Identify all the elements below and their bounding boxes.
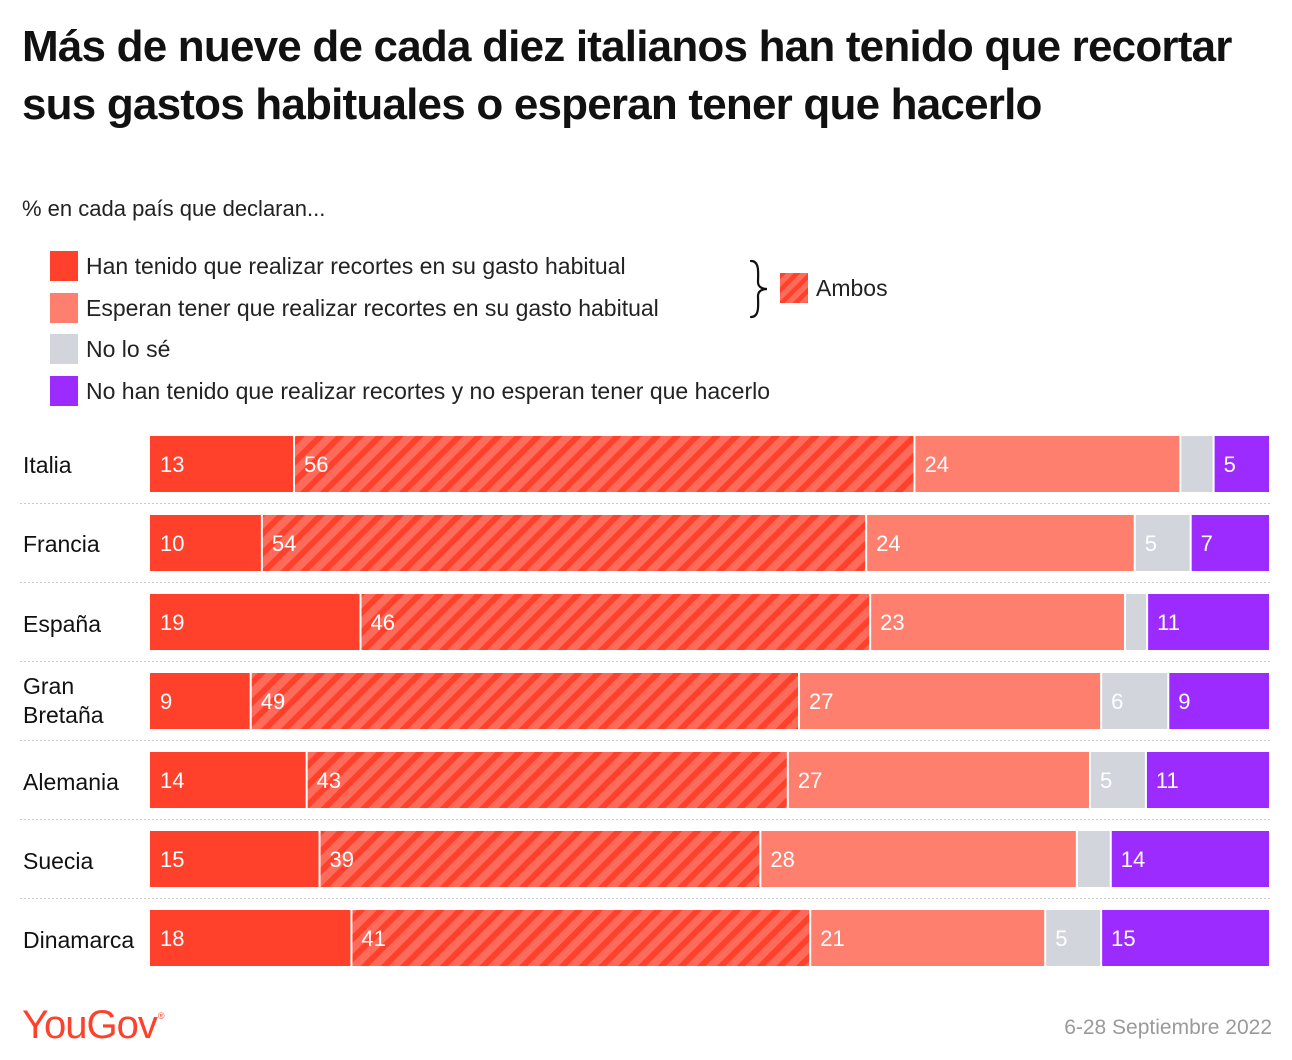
yougov-logo: YouGov®: [22, 1003, 164, 1047]
country-label-suecia: Suecia: [23, 848, 94, 874]
bar-espana-no-han: [1147, 594, 1269, 650]
bar-label-suecia-no-han: 14: [1121, 847, 1145, 872]
bar-italia-no-han: [1213, 436, 1269, 492]
bar-gran-bretana-han-tenido: [150, 673, 251, 729]
bar-dinamarca-han-tenido: [150, 910, 352, 966]
bar-label-francia-ambos: 54: [272, 531, 296, 556]
bar-suecia-esperan: [760, 831, 1077, 887]
bar-gran-bretana-esperan: [799, 673, 1102, 729]
bar-label-gran-bretana-no-lo-se: 6: [1111, 689, 1123, 714]
bar-alemania-no-han: [1145, 752, 1269, 808]
country-label-espana: España: [23, 611, 102, 637]
bar-label-espana-han-tenido: 19: [160, 610, 184, 635]
legend-swatch-no-lo-se: [50, 334, 78, 364]
bar-label-dinamarca-no-lo-se: 5: [1055, 926, 1067, 951]
bar-francia-esperan: [866, 515, 1135, 571]
bar-gran-bretana-no-han: [1168, 673, 1269, 729]
legend-item-no-lo-se: No lo sé: [50, 333, 170, 365]
legend-swatch-esperan: [50, 293, 78, 323]
bar-alemania-han-tenido: [150, 752, 307, 808]
country-label-francia: Francia: [23, 531, 100, 557]
country-label-gran-bretana: Gran Bretaña: [23, 673, 104, 728]
bar-label-francia-no-han: 7: [1201, 531, 1213, 556]
bar-italia-esperan: [914, 436, 1181, 492]
bar-label-francia-han-tenido: 10: [160, 531, 184, 556]
country-label-dinamarca: Dinamarca: [23, 927, 135, 953]
bar-gran-bretana-ambos: [250, 673, 800, 729]
bar-label-italia-no-han: 5: [1224, 452, 1236, 477]
bar-label-francia-esperan: 24: [876, 531, 900, 556]
bar-label-francia-no-lo-se: 5: [1145, 531, 1157, 556]
country-label-alemania: Alemania: [23, 769, 119, 795]
bar-label-suecia-ambos: 39: [330, 847, 354, 872]
legend-label-esperan: Esperan tener que realizar recortes en s…: [86, 294, 659, 321]
bar-label-alemania-no-lo-se: 5: [1100, 768, 1112, 793]
bar-italia-ambos: [294, 436, 915, 492]
bar-label-italia-han-tenido: 13: [160, 452, 184, 477]
bar-espana-ambos: [360, 594, 871, 650]
legend-label-ambos: Ambos: [816, 274, 888, 301]
bar-label-italia-ambos: 56: [304, 452, 328, 477]
bar-espana-no-lo-se: [1124, 594, 1148, 650]
bar-dinamarca-no-han: [1101, 910, 1269, 966]
bar-francia-ambos: [261, 515, 867, 571]
bar-label-suecia-han-tenido: 15: [160, 847, 184, 872]
chart-subtitle: % en cada país que declaran...: [22, 196, 326, 221]
legend-label-han-tenido: Han tenido que realizar recortes en su g…: [86, 252, 626, 279]
legend-item-esperan: Esperan tener que realizar recortes en s…: [50, 292, 659, 324]
bar-espana-han-tenido: [150, 594, 361, 650]
legend-item-ambos: Ambos: [780, 272, 888, 304]
bar-label-gran-bretana-no-han: 9: [1178, 689, 1190, 714]
chart-title: Más de nueve de cada diez italianos han …: [22, 22, 1232, 129]
bar-dinamarca-esperan: [810, 910, 1046, 966]
bar-label-espana-ambos: 46: [371, 610, 395, 635]
bar-label-alemania-esperan: 27: [798, 768, 822, 793]
bar-label-alemania-ambos: 43: [317, 768, 341, 793]
legend-swatch-ambos: [780, 273, 808, 303]
bar-label-dinamarca-ambos: 41: [361, 926, 385, 951]
survey-date: 6-28 Septiembre 2022: [1064, 1016, 1272, 1039]
bar-francia-no-lo-se: [1134, 515, 1191, 571]
country-label-italia: Italia: [23, 452, 72, 478]
bar-label-dinamarca-han-tenido: 18: [160, 926, 184, 951]
bar-label-alemania-han-tenido: 14: [160, 768, 184, 793]
bar-suecia-han-tenido: [150, 831, 320, 887]
bar-francia-han-tenido: [150, 515, 262, 571]
bar-label-gran-bretana-han-tenido: 9: [160, 689, 172, 714]
bar-label-alemania-no-han: 11: [1156, 768, 1179, 793]
bar-dinamarca-no-lo-se: [1045, 910, 1102, 966]
bar-alemania-esperan: [787, 752, 1090, 808]
bar-label-gran-bretana-ambos: 49: [261, 689, 285, 714]
stacked-bar-chart: 13 56 24 5 10 54 24 5 7 19 46 23 11 9 49 27 6 9 14 43 27 5 11 1…: [20, 436, 1270, 966]
bar-label-italia-esperan: 24: [924, 452, 948, 477]
bar-label-dinamarca-esperan: 21: [820, 926, 844, 951]
bar-suecia-no-lo-se: [1076, 831, 1111, 887]
bar-gran-bretana-no-lo-se: [1101, 673, 1169, 729]
legend-label-no-lo-se: No lo sé: [86, 335, 171, 362]
bar-label-suecia-esperan: 28: [770, 847, 794, 872]
bar-label-espana-esperan: 23: [880, 610, 904, 635]
bar-alemania-no-lo-se: [1089, 752, 1146, 808]
legend-swatch-han-tenido: [50, 251, 78, 281]
bar-francia-no-han: [1190, 515, 1269, 571]
legend-item-no-han: No han tenido que realizar recortes y no…: [50, 375, 770, 407]
bar-suecia-no-han: [1110, 831, 1269, 887]
bar-italia-han-tenido: [150, 436, 295, 492]
legend-brace-icon: [749, 259, 768, 319]
bar-suecia-ambos: [319, 831, 761, 887]
legend-label-no-han: No han tenido que realizar recortes y no…: [86, 377, 771, 404]
bar-alemania-ambos: [306, 752, 788, 808]
legend-item-han-tenido: Han tenido que realizar recortes en su g…: [50, 250, 626, 282]
bar-label-dinamarca-no-han: 15: [1111, 926, 1135, 951]
bar-dinamarca-ambos: [351, 910, 811, 966]
bar-italia-no-lo-se: [1180, 436, 1214, 492]
legend-swatch-no-han: [50, 376, 78, 406]
bar-espana-esperan: [870, 594, 1125, 650]
bar-label-espana-no-han: 11: [1157, 610, 1180, 635]
bar-label-gran-bretana-esperan: 27: [809, 689, 833, 714]
